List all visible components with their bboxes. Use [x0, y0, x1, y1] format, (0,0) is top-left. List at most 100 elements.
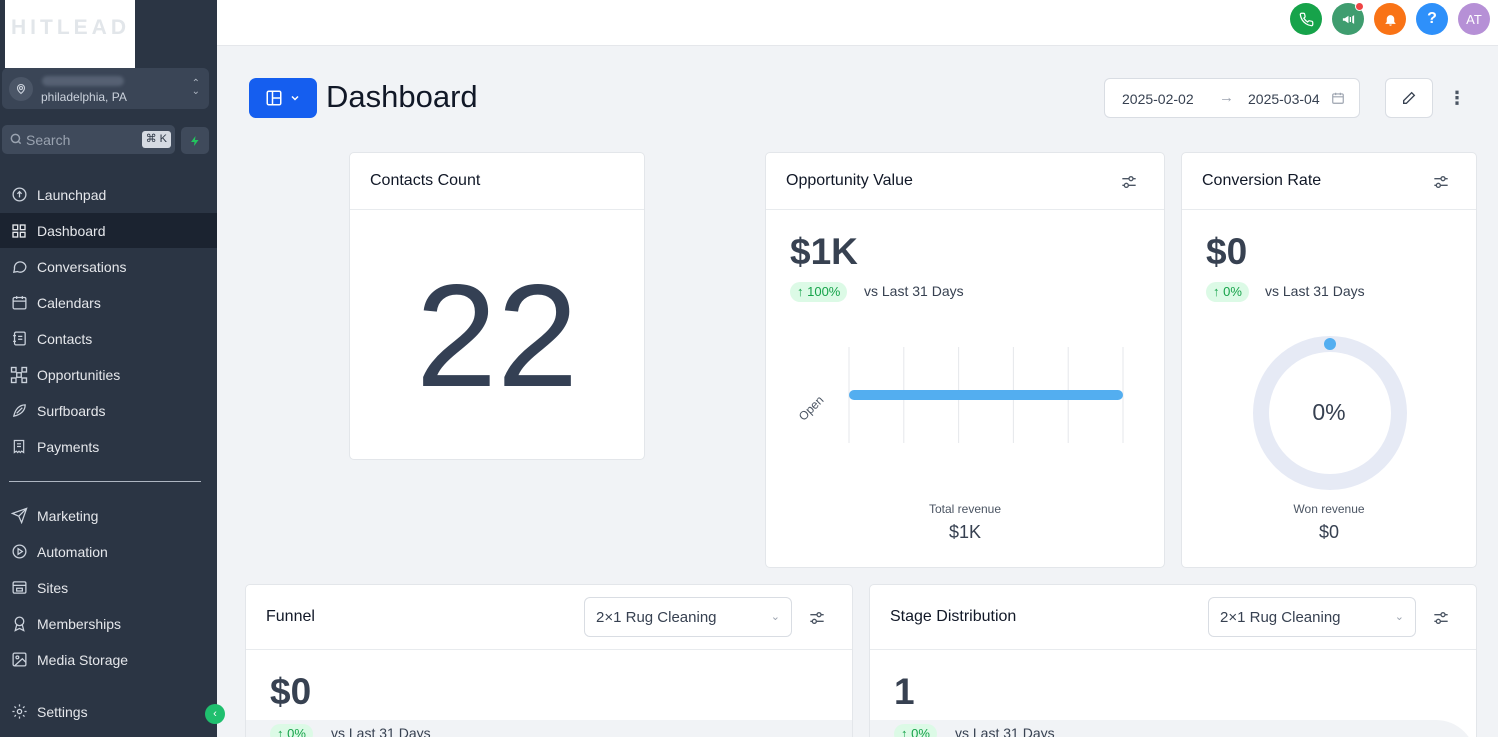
filter-sliders-icon[interactable] [808, 609, 826, 627]
notifications-button[interactable] [1374, 3, 1406, 35]
stage-distribution-value: 1 [894, 671, 915, 712]
date-end[interactable]: 2025-03-04 [1248, 91, 1320, 107]
search-input[interactable]: Search ⌘ K [2, 125, 175, 154]
chevron-down-icon: ⌄ [1394, 611, 1404, 623]
megaphone-icon [1342, 14, 1354, 24]
phone-icon [1299, 12, 1313, 26]
conversion-gauge [1253, 336, 1407, 490]
sidebar-item-label: Media Storage [37, 651, 129, 668]
sidebar: HITLEAD philadelphia, PA ⌃ ⌄ Search ⌘ K L… [0, 0, 225, 737]
edit-dashboard-button[interactable] [1385, 78, 1433, 118]
network-icon [10, 366, 28, 384]
card-header: Opportunity Value [766, 153, 1164, 210]
sidebar-item-label: Marketing [37, 507, 99, 524]
sidebar-item-settings[interactable]: Settings [0, 694, 217, 729]
send-icon [10, 507, 28, 525]
conversion-value: $0 [1206, 231, 1248, 272]
pipeline-selected: 2×1 Rug Cleaning [596, 609, 717, 626]
quick-actions-button[interactable] [181, 127, 209, 154]
sidebar-item-label: Opportunities [37, 366, 121, 383]
logo-text: HITLEAD [11, 16, 130, 39]
date-start[interactable]: 2025-02-02 [1122, 91, 1194, 107]
sidebar-item-payments[interactable]: Payments [0, 429, 217, 464]
filter-sliders-icon[interactable] [1120, 173, 1138, 191]
change-badge: ↑ 0% [894, 724, 937, 737]
total-revenue-value: $1K [948, 522, 982, 542]
sidebar-item-opportunities[interactable]: Opportunities [0, 357, 217, 392]
card-title: Opportunity Value [786, 172, 913, 189]
gauge-percent-label: 0% [1312, 399, 1346, 425]
sidebar-item-label: Calendars [37, 294, 101, 311]
card-title: Contacts Count [370, 172, 481, 189]
surfboard-icon [10, 402, 28, 420]
help-button[interactable]: ? [1416, 3, 1448, 35]
notification-dot [1355, 2, 1364, 11]
pencil-icon [1403, 91, 1416, 104]
search-icon [10, 133, 22, 145]
sidebar-item-label: Automation [37, 543, 108, 560]
sidebar-item-surfboards[interactable]: Surfboards [0, 393, 217, 428]
bar-open[interactable] [849, 390, 1123, 400]
card-header: Conversion Rate [1182, 153, 1476, 210]
sidebar-item-label: Conversations [37, 258, 127, 275]
card-header: Funnel 2×1 Rug Cleaning ⌄ [246, 585, 852, 650]
funnel-card: Funnel 2×1 Rug Cleaning ⌄ $0 ↑ 0% vs Las… [245, 584, 853, 737]
stage-distribution-card: Stage Distribution 2×1 Rug Cleaning ⌄ 1 … [869, 584, 1477, 737]
kebab-icon: ⋮ [1448, 87, 1466, 108]
date-range-picker[interactable]: 2025-02-02 → 2025-03-04 [1104, 78, 1360, 118]
chevron-down-icon: ⌄ [770, 611, 780, 623]
filter-sliders-icon[interactable] [1432, 609, 1450, 627]
rocket-icon [10, 186, 28, 204]
comparison-label: vs Last 31 Days [331, 725, 431, 737]
sidebar-item-label: Dashboard [37, 222, 106, 239]
change-badge: ↑ 100% [790, 282, 848, 302]
page-title: Dashboard [326, 79, 478, 114]
gear-icon [10, 703, 28, 721]
top-bar: ? AT [217, 0, 1498, 46]
pipeline-select[interactable]: 2×1 Rug Cleaning ⌄ [1208, 597, 1416, 637]
opportunity-value: $1K [790, 231, 858, 272]
help-icon: ? [1427, 10, 1437, 27]
sidebar-item-marketing[interactable]: Marketing [0, 498, 217, 533]
sidebar-item-memberships[interactable]: Memberships [0, 606, 217, 641]
filter-sliders-icon[interactable] [1432, 173, 1450, 191]
sidebar-item-sites[interactable]: Sites [0, 570, 217, 605]
sidebar-item-launchpad[interactable]: Launchpad [0, 177, 217, 212]
announcements-button[interactable] [1332, 2, 1364, 35]
phone-button[interactable] [1290, 3, 1322, 35]
change-badge: ↑ 0% [270, 724, 313, 737]
sidebar-item-conversations[interactable]: Conversations [0, 249, 217, 284]
avatar-initials: AT [1466, 11, 1482, 27]
search-placeholder: Search [26, 132, 71, 148]
collapse-sidebar-button[interactable]: ‹ [205, 704, 225, 724]
sidebar-item-calendars[interactable]: Calendars [0, 285, 217, 320]
brand-logo[interactable]: HITLEAD [5, 0, 135, 68]
location-switcher[interactable]: philadelphia, PA ⌃ ⌄ [2, 68, 209, 109]
layout-icon [266, 90, 282, 106]
address-book-icon [10, 330, 28, 348]
location-pin-icon [9, 77, 33, 101]
y-category-label: Open [796, 393, 827, 424]
comparison-label: vs Last 31 Days [864, 283, 964, 299]
won-revenue-label: Won revenue [1293, 502, 1365, 516]
opportunity-bar-chart: $0$200$400$600$800$1KOpen [796, 347, 1124, 443]
user-avatar[interactable]: AT [1458, 3, 1490, 35]
pipeline-selected: 2×1 Rug Cleaning [1220, 609, 1341, 626]
sidebar-item-media-storage[interactable]: Media Storage [0, 642, 217, 677]
more-options-button[interactable]: ⋮ [1446, 86, 1468, 110]
pipeline-select[interactable]: 2×1 Rug Cleaning ⌄ [584, 597, 792, 637]
receipt-icon [10, 438, 28, 456]
sidebar-item-automation[interactable]: Automation [0, 534, 217, 569]
sidebar-item-label: Settings [37, 703, 88, 720]
dashboard-switcher-button[interactable] [249, 78, 317, 118]
contacts-count-card: Contacts Count 22 [349, 152, 645, 460]
conversion-rate-card: Conversion Rate $0 ↑ 0% vs Last 31 Days … [1181, 152, 1477, 568]
sidebar-divider [9, 481, 201, 482]
sidebar-item-contacts[interactable]: Contacts [0, 321, 217, 356]
bell-icon [1385, 14, 1395, 26]
sidebar-item-dashboard[interactable]: Dashboard [0, 213, 217, 248]
sidebar-item-label: Contacts [37, 330, 93, 347]
won-revenue-value: $0 [1318, 522, 1340, 542]
chevron-up-down-icon: ⌃ ⌄ [191, 78, 200, 97]
loading-strip [246, 720, 852, 737]
